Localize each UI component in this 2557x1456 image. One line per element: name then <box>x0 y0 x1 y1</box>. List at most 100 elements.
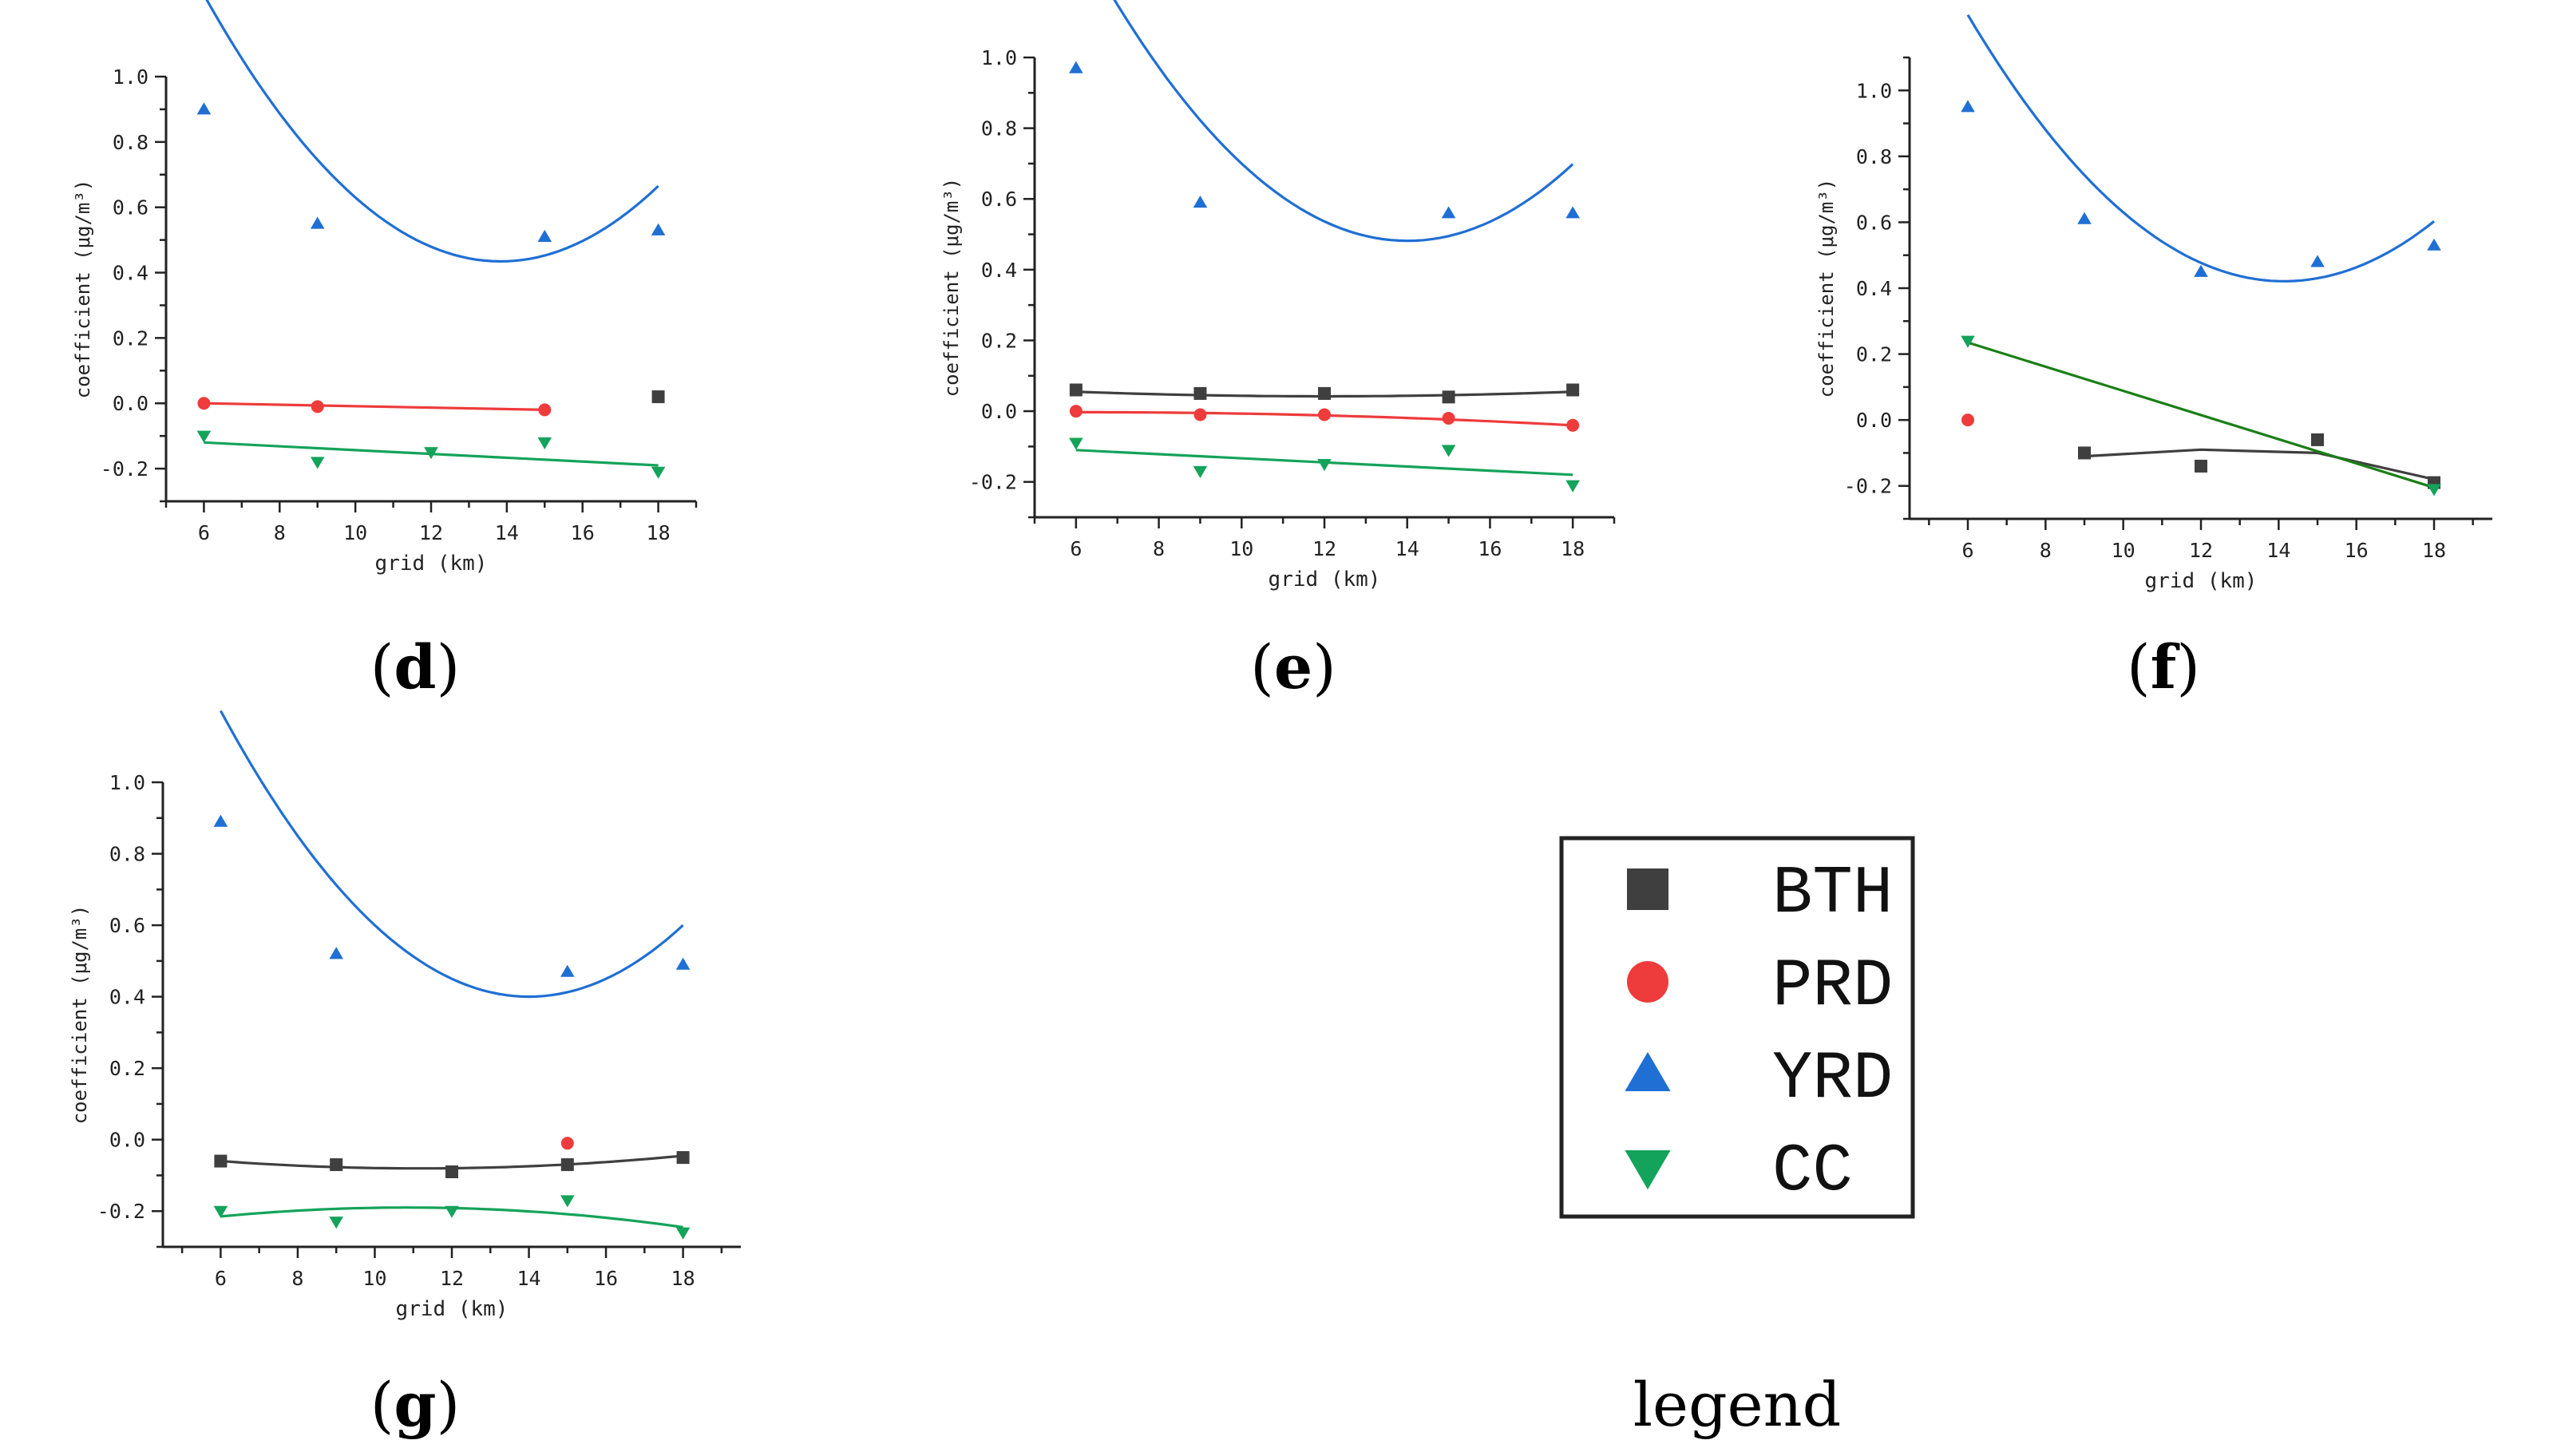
x-tick-label: 12 <box>440 1267 464 1290</box>
series-bth <box>1069 383 1580 404</box>
legend-label-yrd: YRD <box>1772 1042 1893 1118</box>
point-cc <box>560 1195 575 1208</box>
point-prd <box>560 1137 574 1150</box>
legend-item-yrd: YRD <box>1625 1042 1893 1118</box>
fit-line-yrd <box>1966 14 2435 283</box>
y-tick-label: 0.6 <box>113 196 148 220</box>
caption-letter: f <box>2151 631 2180 702</box>
x-tick-label: 6 <box>198 521 210 544</box>
series-cc <box>213 1195 691 1240</box>
y-tick-label: 0.2 <box>109 1057 145 1080</box>
x-tick-label: 8 <box>291 1267 303 1290</box>
series-cc <box>1961 335 2441 497</box>
y-axis-label: coefficient (μg/m³) <box>69 905 91 1125</box>
x-tick-label: 6 <box>1070 537 1082 560</box>
legend-item-prd: PRD <box>1627 949 1893 1025</box>
point-yrd <box>2310 255 2325 267</box>
panel-g: 6 8 10 12 14 16 18 -0.2 0.0 0.2 0.4 0.6 0.8 1.0 grid (… <box>69 710 741 1440</box>
x-tick-label: 16 <box>594 1267 618 1290</box>
panels: 6 8 10 12 14 16 18 -0.2 0.0 0.2 0.4 0.6 0.8 1.0 grid (… <box>69 0 2492 1440</box>
caption-letter: d <box>394 631 436 702</box>
point-bth <box>676 1151 690 1165</box>
point-bth <box>651 390 665 404</box>
y-axis-label: coefficient (μg/m³) <box>72 180 94 399</box>
fit-line-cc <box>1967 341 2435 489</box>
y-tick-label: 0.6 <box>1856 211 1892 234</box>
point-bth <box>445 1165 458 1178</box>
x-tick-label: 8 <box>1153 537 1165 560</box>
y-tick-label: 0.2 <box>113 326 148 350</box>
x-tick-label: 16 <box>571 521 595 544</box>
point-bth <box>1442 390 1455 404</box>
x-tick-label: 18 <box>1561 537 1585 560</box>
point-yrd <box>675 957 691 970</box>
point-bth <box>1069 383 1083 397</box>
caption-open-paren: ( <box>2127 631 2151 702</box>
series-yrd <box>1961 14 2441 283</box>
x-tick-label: 14 <box>2266 539 2290 562</box>
point-cc <box>2427 484 2441 497</box>
fit-line-yrd <box>205 0 659 263</box>
panel-e: 6 8 10 12 14 16 18 -0.2 0.0 0.2 0.4 0.6 0.8 1.0 grid (… <box>940 0 1616 702</box>
series-yrd <box>196 0 666 263</box>
panel-caption: (g) <box>370 1369 460 1440</box>
point-cc <box>537 437 552 449</box>
panel-f: 6 8 10 12 14 16 18 -0.2 0.0 0.2 0.4 0.6 0.8 1.0 grid (… <box>1815 14 2492 702</box>
series-cc <box>1069 437 1580 493</box>
point-cc <box>1069 437 1083 450</box>
y-tick-label: 0.2 <box>1856 343 1892 366</box>
y-tick-label: -0.2 <box>101 457 148 481</box>
y-tick-label: 0.8 <box>113 131 148 154</box>
fit-line-yrd <box>1113 0 1574 243</box>
y-tick-label: 0.4 <box>113 262 148 285</box>
caption-open-paren: ( <box>1250 631 1274 702</box>
x-tick-label: 12 <box>1312 537 1336 560</box>
point-bth <box>560 1158 574 1172</box>
y-tick-label: 1.0 <box>1856 79 1892 102</box>
point-yrd <box>537 229 552 243</box>
point-yrd <box>1565 206 1580 219</box>
point-prd <box>1318 408 1331 421</box>
x-tick-label: 14 <box>1395 537 1419 560</box>
point-yrd <box>651 223 666 235</box>
x-tick-label: 10 <box>362 1267 386 1290</box>
panel-caption: (f) <box>2127 631 2200 702</box>
legend: BTH PRD YRD CC legend <box>1559 836 1915 1440</box>
point-bth <box>330 1158 343 1172</box>
point-prd <box>311 400 324 413</box>
y-tick-label: 0.6 <box>981 188 1017 211</box>
point-yrd <box>2194 264 2208 277</box>
x-tick-label: 18 <box>671 1267 695 1290</box>
legend-caption: legend <box>1633 1369 1842 1440</box>
legend-frame <box>1559 836 1915 1219</box>
legend-item-cc: CC <box>1625 1134 1853 1210</box>
series-cc <box>196 430 666 479</box>
series-prd <box>1069 405 1580 432</box>
caption-open-paren: ( <box>370 631 394 702</box>
x-tick-label: 18 <box>647 521 671 544</box>
y-tick-label: 0.6 <box>109 914 145 937</box>
y-tick-label: 0.0 <box>1856 409 1892 432</box>
point-yrd <box>329 947 343 959</box>
caption-letter: e <box>1274 631 1312 702</box>
y-tick-label: 1.0 <box>981 46 1017 69</box>
caption-letter: g <box>394 1369 436 1440</box>
x-tick-label: 16 <box>2345 539 2369 562</box>
point-yrd <box>1193 196 1208 208</box>
point-yrd <box>1069 61 1083 73</box>
caption-close-paren: ) <box>1312 631 1336 702</box>
x-tick-label: 8 <box>274 521 286 544</box>
x-tick-label: 12 <box>2189 539 2213 562</box>
y-tick-label: 0.4 <box>109 986 145 1009</box>
legend-marker-bth <box>1627 868 1668 910</box>
fit-line-bth <box>2084 448 2435 481</box>
x-axis-label: grid (km) <box>396 1297 509 1321</box>
y-tick-label: 0.0 <box>981 400 1017 423</box>
y-tick-label: -0.2 <box>97 1200 145 1223</box>
legend-label-prd: PRD <box>1772 949 1893 1025</box>
point-prd <box>1961 413 1974 427</box>
point-cc <box>196 430 212 443</box>
y-tick-label: 0.0 <box>113 392 148 415</box>
point-prd <box>538 403 552 417</box>
point-prd <box>197 397 211 410</box>
